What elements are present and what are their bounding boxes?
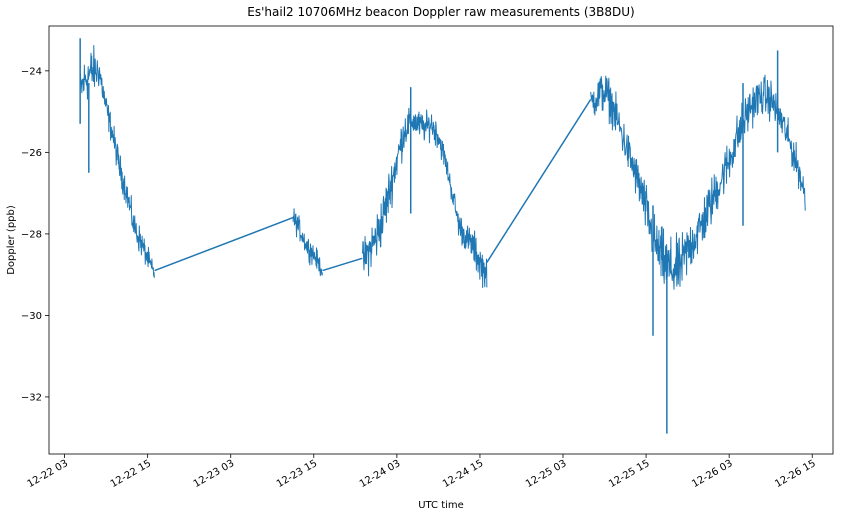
y-tick-label: −30	[21, 311, 42, 322]
data-layer	[79, 38, 806, 434]
series-segment-4	[590, 74, 806, 290]
x-axis-label: UTC time	[418, 500, 464, 511]
series-segment-3	[361, 100, 488, 289]
y-axis: −24 −26 −28 −30 −32	[21, 66, 49, 403]
gap-connector-2	[322, 257, 363, 272]
y-tick-label: −32	[21, 392, 42, 403]
series-segment-2	[292, 208, 323, 277]
plot-background	[49, 26, 833, 454]
gap-connector-1	[154, 216, 294, 272]
y-axis-label: Doppler (ppb)	[6, 205, 17, 275]
y-tick-label: −26	[21, 148, 42, 159]
series-segment-1	[79, 45, 155, 278]
chart-title: Es'hail2 10706MHz beacon Doppler raw mea…	[247, 5, 634, 19]
plot-frame	[48, 25, 834, 455]
y-tick-label: −24	[21, 66, 42, 77]
plot-area	[48, 25, 834, 455]
y-tick-label: −28	[21, 229, 42, 240]
gap-connector-3	[486, 98, 592, 263]
